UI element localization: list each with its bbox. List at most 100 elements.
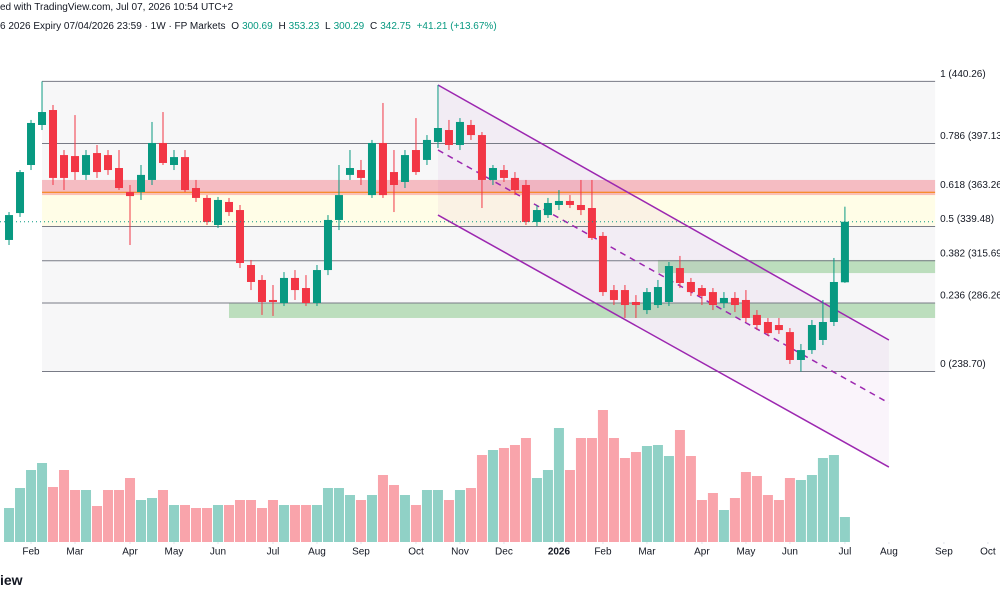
volume-bar: [597, 410, 608, 542]
candle-body: [675, 268, 684, 283]
volume-bar: [201, 508, 212, 542]
candle-body: [521, 184, 530, 222]
volume-bar: [454, 490, 465, 542]
candle-body: [642, 292, 651, 311]
x-tick-label: Jun: [210, 547, 226, 558]
ohlc-label: H: [278, 21, 286, 32]
volume-bar: [696, 500, 707, 542]
volume-bar: [81, 490, 92, 542]
candle-body: [49, 110, 58, 178]
x-tick-label: Sep: [352, 547, 370, 558]
volume-bar: [432, 490, 443, 542]
candle-body: [840, 221, 849, 283]
volume-bar: [443, 500, 454, 542]
volume-bar: [136, 500, 147, 542]
candle-body: [444, 130, 453, 145]
candle-body: [235, 210, 244, 263]
candle-body: [587, 208, 596, 238]
volume-bar: [92, 506, 103, 542]
candle-body: [554, 200, 563, 205]
fib-label: 0.382 (315.69): [940, 248, 1000, 259]
volume-bar: [586, 438, 597, 542]
candle-body: [378, 142, 387, 196]
volume-bar: [355, 500, 366, 542]
ohlc-value: 300.29: [333, 21, 365, 32]
candle-body: [488, 168, 497, 180]
x-tick-label: Jul: [839, 547, 852, 558]
candle-body: [60, 155, 69, 178]
x-tick-label: Apr: [122, 547, 138, 558]
candle-body: [93, 153, 102, 173]
fib-label: 0.5 (339.48): [940, 214, 994, 225]
candle-body: [202, 197, 211, 222]
channel-line: [437, 84, 890, 341]
x-tick-label: Feb: [22, 547, 40, 558]
candle-body: [532, 210, 541, 222]
volume-bar: [751, 476, 762, 542]
volume-bar: [773, 500, 784, 542]
fib-label: 1 (440.26): [940, 69, 986, 80]
volume-bar: [125, 478, 136, 542]
volume-bar: [707, 493, 718, 542]
x-tick-label: Jul: [267, 547, 280, 558]
ohlc-label: L: [325, 21, 331, 32]
ohlc-value: 353.23: [288, 21, 320, 32]
candle-body: [312, 270, 321, 303]
candle-body: [71, 156, 80, 173]
volume-bar: [256, 508, 267, 542]
x-tick-label: May: [736, 547, 755, 558]
candle-body: [126, 192, 135, 197]
x-tick-label: Aug: [880, 547, 898, 558]
candle-body: [411, 150, 420, 173]
candle-body: [686, 281, 695, 293]
legend-line: 6 2026 Expiry 07/04/2026 23:59 · 1W · FP…: [0, 21, 500, 32]
x-tick-label: Sep: [935, 547, 953, 558]
volume-bar: [322, 488, 333, 542]
candle-body: [5, 215, 14, 240]
zone: [42, 179, 936, 196]
candle-body: [334, 195, 343, 220]
candle-body: [38, 112, 47, 125]
volume-bar: [223, 505, 234, 542]
volume-bar: [762, 495, 773, 542]
candle-body: [16, 172, 25, 214]
candle-body: [268, 299, 277, 302]
volume-bar: [311, 505, 322, 542]
volume-bar: [278, 505, 289, 542]
volume-bar: [147, 498, 158, 542]
volume-bar: [630, 452, 641, 542]
volume-bar: [212, 505, 223, 542]
volume-bar: [289, 505, 300, 542]
ohlc-value: 342.75: [380, 21, 411, 32]
x-tick-label: 2026: [548, 547, 571, 558]
channel-line: [437, 214, 890, 468]
fib-band: [42, 192, 936, 227]
volume-bar: [158, 490, 169, 542]
candle-body: [400, 155, 409, 182]
x-tick-label: Mar: [66, 547, 84, 558]
candle-body: [576, 204, 585, 211]
candle-body: [82, 155, 91, 175]
candle-body: [697, 288, 706, 296]
candle-body: [466, 124, 475, 136]
volume-bar: [366, 495, 377, 542]
volume-bar: [179, 505, 190, 542]
candle-body: [543, 202, 552, 216]
symbol: 6 2026 Expiry 07/04/2026 23:59 · 1W · FP…: [0, 21, 226, 32]
volume-bar: [234, 500, 245, 542]
candle-body: [246, 265, 255, 282]
x-tick-label: Aug: [308, 547, 326, 558]
candle-body: [159, 142, 168, 163]
volume-bar: [399, 495, 410, 542]
volume-bar: [4, 508, 15, 542]
x-tick-label: Jun: [782, 547, 798, 558]
candle-body: [763, 321, 772, 334]
volume-bar: [410, 505, 421, 542]
fib-band: [42, 143, 936, 193]
volume-bar: [718, 510, 729, 542]
candle-body: [367, 142, 376, 196]
volume-bar: [685, 456, 696, 542]
candle-body: [741, 299, 750, 318]
candle-body: [455, 121, 464, 145]
volume-bar: [806, 475, 817, 542]
